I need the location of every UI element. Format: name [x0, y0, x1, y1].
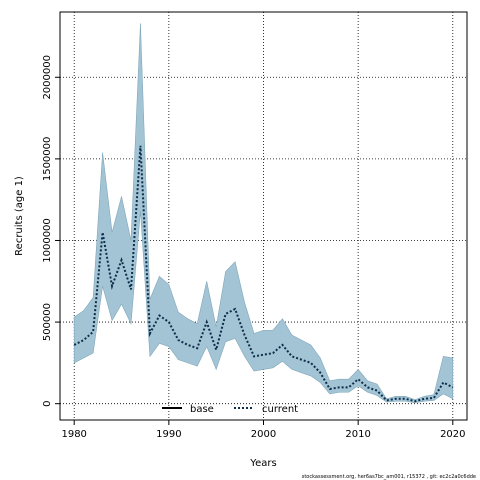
- y-tick-label: 0: [42, 400, 53, 406]
- y-tick-label: 2000000: [42, 55, 53, 100]
- y-tick-label: 1000000: [42, 218, 53, 263]
- x-axis-label: Years: [249, 458, 276, 469]
- y-tick-label: 500000: [42, 303, 53, 341]
- legend-entry-base: base: [190, 404, 214, 415]
- y-axis-ticks: 0 500000 1000000 1500000 2000000: [42, 55, 60, 407]
- y-tick-label: 1500000: [42, 137, 53, 182]
- legend: base current: [162, 404, 298, 415]
- x-tick-label: 2000: [251, 429, 276, 440]
- x-axis-ticks: 1980 1990 2000 2010 2020: [61, 420, 466, 440]
- confidence-band: [73, 23, 454, 404]
- x-tick-label: 1980: [61, 429, 86, 440]
- y-axis-label: Recruits (age 1): [14, 176, 25, 256]
- series-line-current: [73, 145, 454, 403]
- legend-entry-current: current: [262, 404, 298, 415]
- x-tick-label: 2010: [345, 429, 370, 440]
- x-tick-label: 2020: [440, 429, 465, 440]
- x-tick-label: 1990: [156, 429, 181, 440]
- footer-note: stockassessment.org, her6as7bc_am001, r1…: [302, 474, 476, 480]
- grid-lines: [60, 12, 467, 420]
